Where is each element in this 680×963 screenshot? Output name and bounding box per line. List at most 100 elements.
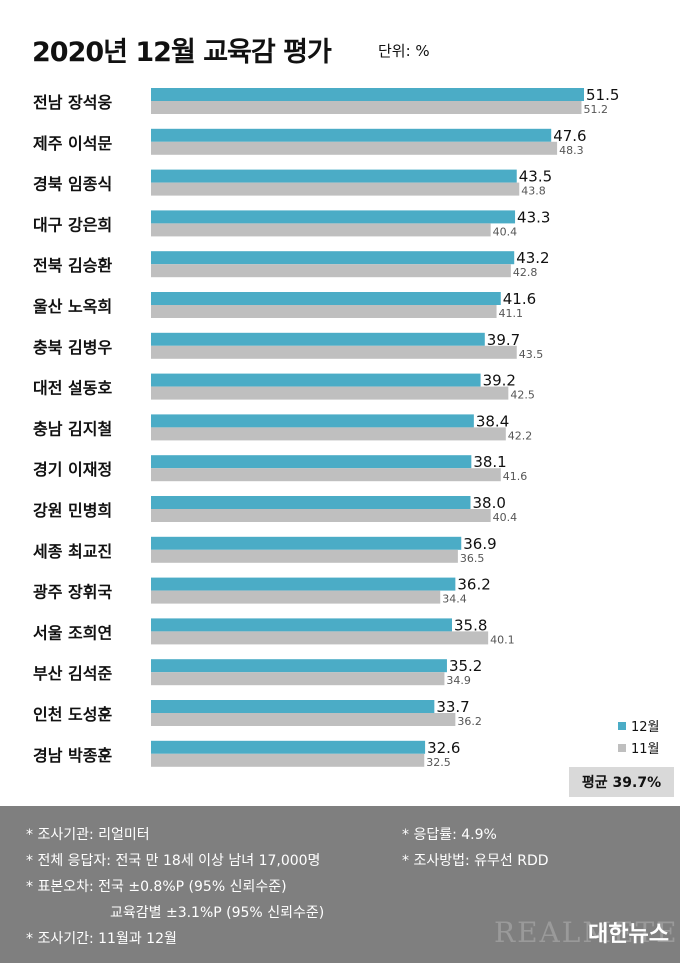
value-label-dec: 39.2 [483, 372, 516, 390]
value-label-nov: 42.5 [510, 389, 534, 402]
value-label-dec: 38.0 [472, 494, 505, 512]
bar-nov [151, 468, 501, 482]
category-label: 경북 임종식 [33, 175, 112, 194]
legend-swatch-dec [618, 721, 626, 730]
value-label-nov: 42.8 [513, 266, 538, 279]
bar-nov [151, 141, 558, 155]
value-label-dec: 43.3 [517, 208, 550, 226]
bar-nov [151, 753, 425, 767]
bar-nov [151, 427, 506, 441]
bar-dec [151, 251, 515, 265]
bar-nov [151, 590, 441, 604]
value-label-dec: 35.2 [449, 657, 482, 675]
value-label-dec: 39.7 [487, 331, 520, 349]
value-label-nov: 32.5 [426, 756, 451, 769]
value-label-dec: 47.6 [553, 127, 586, 145]
legend-swatch-nov [618, 743, 626, 752]
bar-dec [151, 414, 474, 428]
bar-nov [151, 386, 509, 400]
value-label-dec: 35.8 [454, 616, 487, 634]
category-label: 충북 김병우 [33, 338, 112, 357]
unit-label: 단위: % [378, 42, 430, 60]
category-label: 대전 설동호 [33, 379, 112, 398]
bar-nov [151, 631, 489, 645]
realmeter-watermark: REALMETER [494, 916, 680, 949]
legend-label-nov: 11월 [631, 742, 660, 757]
value-label-nov: 34.9 [446, 674, 471, 687]
value-label-nov: 34.4 [442, 593, 467, 606]
bar-dec [151, 577, 456, 591]
bar-nov [151, 345, 517, 359]
value-label-nov: 43.8 [521, 185, 546, 198]
note-respondents: * 전체 응답자: 전국 만 18세 이상 남녀 17,000명 [26, 853, 321, 869]
note-period: * 조사기간: 11월과 12월 [26, 931, 177, 947]
category-label: 인천 도성훈 [33, 705, 112, 724]
bar-dec [151, 373, 481, 387]
value-label-dec: 38.4 [476, 412, 509, 430]
note-error-superintendent: 교육감별 ±3.1%P (95% 신뢰수준) [110, 905, 325, 921]
average-badge: 평균 39.7% [569, 767, 674, 797]
legend-item-dec: 12월 [618, 716, 660, 735]
value-label-nov: 48.3 [559, 144, 584, 157]
bar-nov [151, 549, 458, 563]
category-label: 충남 김지철 [33, 419, 112, 438]
bar-nov [151, 264, 511, 278]
bar-dec [151, 128, 552, 142]
note-agency: * 조사기관: 리얼미터 [26, 827, 150, 843]
value-label-nov: 36.2 [457, 715, 482, 728]
category-label: 세종 최교진 [33, 542, 112, 561]
bar-dec [151, 496, 471, 509]
value-label-dec: 38.1 [473, 453, 506, 471]
bar-dec [151, 455, 472, 469]
bar-dec [151, 332, 485, 346]
bar-nov [151, 713, 456, 726]
value-label-nov: 36.5 [460, 552, 485, 565]
category-label: 서울 조희연 [33, 623, 112, 642]
note-response-rate: * 응답률: 4.9% [402, 827, 497, 843]
value-label-dec: 33.7 [436, 698, 469, 716]
value-label-nov: 40.4 [493, 225, 518, 238]
category-label: 경기 이재정 [33, 460, 112, 479]
value-label-nov: 41.6 [503, 470, 527, 483]
bar-dec [151, 169, 517, 183]
bar-nov [151, 305, 497, 318]
category-label: 대구 강은희 [33, 215, 112, 234]
bar-dec [151, 292, 501, 305]
category-label: 전북 김승환 [33, 256, 112, 275]
value-label-dec: 32.6 [427, 739, 460, 757]
value-label-dec: 43.5 [519, 168, 552, 186]
category-label: 전남 장석웅 [33, 93, 112, 112]
value-label-nov: 40.1 [490, 633, 515, 646]
category-label: 경남 박종훈 [33, 746, 112, 765]
bar-chart: 전남 장석웅 51.551.2제주 이석문 47.648.3경북 임종식 43.543… [33, 86, 619, 769]
bar-dec [151, 88, 584, 101]
bar-nov [151, 182, 520, 196]
value-label-nov: 40.4 [493, 511, 518, 524]
daehan-news-logo: 대한뉴스 [588, 922, 669, 947]
value-label-nov: 51.2 [583, 103, 608, 116]
bar-nov [151, 672, 445, 686]
category-label: 울산 노옥희 [33, 297, 112, 316]
value-label-nov: 42.2 [508, 429, 532, 442]
bar-nov [151, 223, 491, 237]
category-label: 강원 민병희 [33, 501, 112, 520]
value-label-dec: 41.6 [503, 290, 536, 308]
value-label-nov: 41.1 [499, 307, 523, 320]
value-label-dec: 43.2 [516, 249, 549, 267]
value-label-dec: 36.9 [463, 535, 496, 553]
note-method: * 조사방법: 유무선 RDD [402, 853, 549, 869]
value-label-dec: 51.5 [586, 86, 619, 104]
category-label: 광주 장휘국 [33, 583, 112, 602]
category-label: 부산 김석준 [33, 664, 112, 683]
category-label: 제주 이석문 [33, 134, 112, 153]
bar-dec [151, 659, 447, 673]
note-error-national: * 표본오차: 전국 ±0.8%P (95% 신뢰수준) [26, 879, 287, 895]
bar-dec [151, 740, 426, 754]
value-label-nov: 43.5 [519, 348, 544, 361]
bar-nov [151, 101, 582, 114]
bar-nov [151, 509, 491, 522]
bar-dec [151, 210, 516, 224]
legend-item-nov: 11월 [618, 738, 660, 757]
bar-dec [151, 618, 452, 632]
bar-dec [151, 700, 435, 713]
